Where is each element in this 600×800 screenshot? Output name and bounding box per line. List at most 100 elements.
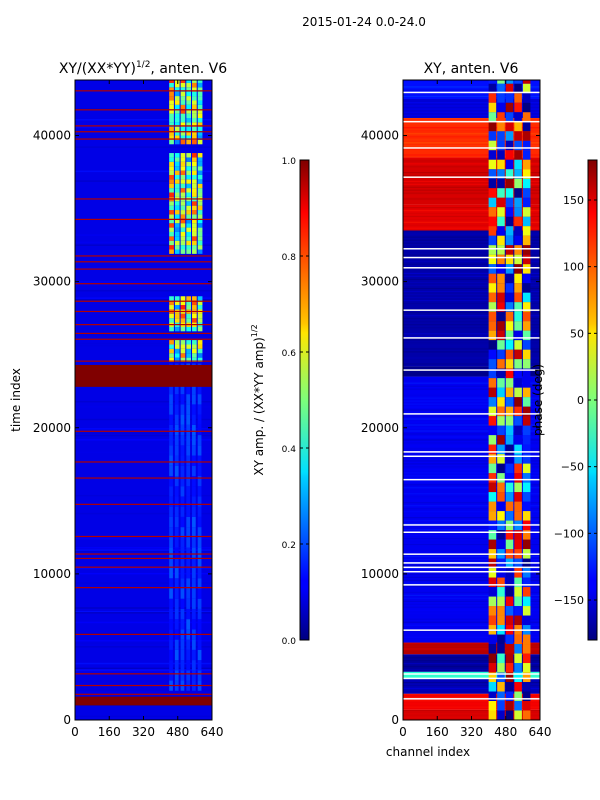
right-signal-cell bbox=[505, 349, 514, 360]
left-signal-cell bbox=[169, 326, 174, 332]
left-signal-cell bbox=[197, 109, 203, 114]
left-signal-cell bbox=[169, 87, 174, 92]
left-signal-cell bbox=[180, 82, 186, 88]
right-signal-cell bbox=[488, 682, 497, 692]
right-band-texture bbox=[403, 466, 540, 468]
left-signal-cell bbox=[197, 161, 203, 167]
right-signal-cell bbox=[488, 216, 497, 227]
left-signal-cell bbox=[192, 183, 197, 189]
right-band-texture bbox=[403, 463, 540, 465]
right-band-texture bbox=[403, 236, 540, 238]
right-band-texture bbox=[403, 630, 540, 632]
x-tick-label-160: 160 bbox=[98, 725, 121, 739]
left-faint-cell bbox=[174, 527, 179, 538]
left-signal-cell bbox=[174, 326, 180, 332]
left-faint-cell bbox=[174, 568, 179, 579]
left-faint-cell bbox=[180, 608, 185, 620]
right-signal-cell bbox=[488, 568, 497, 578]
left-signal-cell bbox=[192, 80, 197, 83]
right-signal-cell bbox=[522, 226, 531, 236]
left-signal-cell bbox=[169, 100, 174, 105]
left-faint-cell bbox=[180, 537, 185, 548]
right-signal-cell bbox=[497, 710, 505, 720]
left-texture-row bbox=[75, 621, 212, 624]
left-texture-row bbox=[75, 146, 212, 148]
left-faint-cell bbox=[197, 516, 202, 528]
left-signal-cell bbox=[180, 161, 186, 167]
left-signal-cell bbox=[174, 192, 180, 197]
right-band-texture bbox=[403, 382, 540, 384]
left-texture-row bbox=[75, 546, 212, 549]
right-signal-cell bbox=[497, 188, 505, 198]
right-band-texture bbox=[403, 204, 540, 206]
right-signal-cell bbox=[497, 691, 505, 702]
left-faint-cell bbox=[197, 496, 202, 507]
left-signal-cell bbox=[169, 91, 174, 97]
left-faint-cell bbox=[192, 404, 196, 415]
right-band-texture bbox=[403, 169, 540, 171]
right-band-texture bbox=[403, 275, 540, 277]
left-faint-cell bbox=[180, 670, 185, 681]
right-band-texture bbox=[403, 239, 540, 241]
right-white-row-10800 bbox=[403, 562, 540, 564]
right-signal-cell bbox=[514, 226, 522, 236]
left-texture-row bbox=[75, 572, 212, 575]
left-signal-cell bbox=[169, 80, 174, 83]
right-band-texture bbox=[403, 242, 540, 244]
right-signal-cell bbox=[505, 416, 514, 426]
left-signal-cell bbox=[169, 82, 174, 88]
right-band-texture bbox=[403, 95, 540, 98]
right-band-texture bbox=[403, 594, 540, 596]
left-texture-row bbox=[75, 689, 212, 692]
right-signal-cell bbox=[514, 492, 522, 502]
left-faint-cell bbox=[186, 424, 191, 436]
right-signal-cell bbox=[514, 406, 522, 417]
right-signal-cell bbox=[505, 235, 514, 246]
right-signal-cell bbox=[497, 511, 505, 521]
right-band-texture bbox=[403, 388, 540, 390]
left-colorbar-label: XY amp. / (XX*YY amp)1/2 bbox=[250, 324, 266, 475]
right-signal-cell bbox=[497, 283, 505, 293]
left-signal-cell bbox=[192, 109, 197, 114]
left-signal-cell bbox=[169, 104, 174, 110]
colorbar-tick-label--100: −100 bbox=[554, 527, 584, 540]
right-signal-cell bbox=[514, 568, 522, 578]
left-signal-cell bbox=[197, 201, 203, 206]
right-band-texture bbox=[403, 612, 540, 614]
left-faint-cell bbox=[197, 465, 202, 476]
right-signal-cell bbox=[522, 435, 531, 445]
right-band-texture bbox=[403, 263, 540, 265]
left-signal-cell bbox=[186, 80, 192, 83]
right-band-texture bbox=[403, 665, 540, 668]
left-signal-cell bbox=[197, 82, 203, 88]
right-band-texture bbox=[403, 254, 540, 256]
right-band-texture bbox=[403, 445, 540, 447]
left-signal-cell bbox=[169, 296, 174, 301]
left-signal-cell bbox=[197, 227, 203, 232]
left-texture-row bbox=[75, 361, 212, 363]
right-signal-cell bbox=[522, 416, 531, 426]
left-signal-cell bbox=[180, 157, 186, 162]
left-signal-cell bbox=[197, 183, 203, 189]
left-signal-cell bbox=[186, 192, 192, 197]
left-signal-cell bbox=[197, 340, 203, 345]
left-signal-cell bbox=[169, 245, 174, 250]
left-signal-cell bbox=[186, 348, 192, 354]
right-signal-cell bbox=[505, 245, 514, 255]
left-plot-title: XY/(XX*YY)1/2, anten. V6 bbox=[59, 60, 227, 77]
right-white-row-13400 bbox=[403, 524, 540, 526]
left-faint-cell bbox=[197, 568, 202, 579]
left-signal-cell bbox=[174, 231, 180, 237]
right-band-texture bbox=[403, 92, 540, 94]
left-signal-cell bbox=[186, 122, 192, 127]
right-signal-cell bbox=[514, 530, 522, 540]
right-signal-cell bbox=[522, 587, 531, 597]
left-faint-cell bbox=[192, 578, 196, 589]
right-band-texture bbox=[403, 618, 540, 620]
right-signal-cell bbox=[497, 178, 505, 189]
right-signal-cell bbox=[497, 634, 505, 645]
left-signal-cell bbox=[169, 218, 174, 224]
left-high-row-2400 bbox=[75, 684, 212, 687]
x-tick-label-0: 0 bbox=[71, 725, 79, 739]
y-tick-label-20000: 20000 bbox=[361, 421, 399, 435]
